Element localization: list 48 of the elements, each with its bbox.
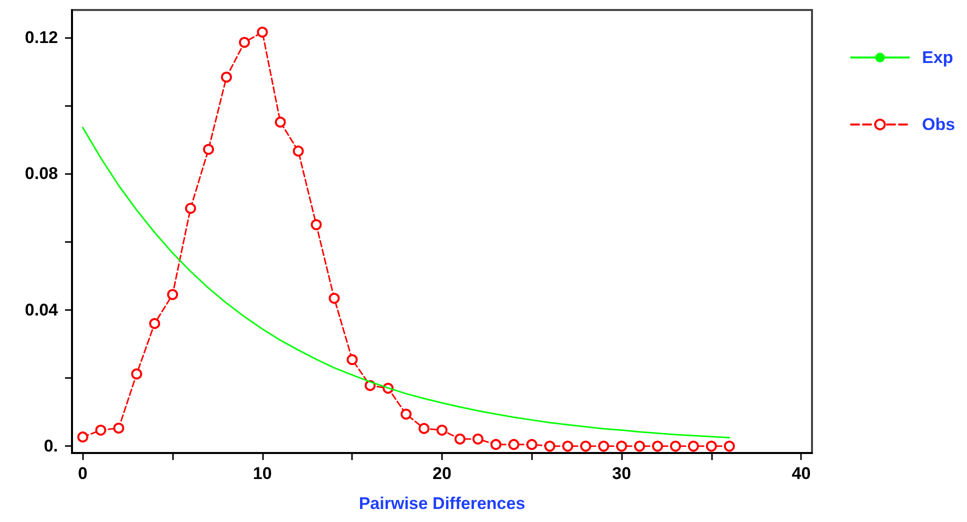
x-tick-label: 30	[612, 464, 632, 483]
point	[724, 440, 735, 452]
y-tick-label: 0.04	[24, 300, 59, 320]
point	[526, 438, 538, 450]
x-axis-title: Pairwise Differences	[358, 494, 526, 513]
point	[418, 422, 430, 434]
point	[274, 116, 286, 128]
x-tick-label: 40	[792, 464, 811, 483]
y-tick-label: 0.08	[24, 164, 58, 184]
point	[544, 440, 556, 452]
x-tick-label: 20	[432, 464, 452, 483]
legend-label: Exp	[922, 48, 954, 67]
point	[203, 144, 214, 155]
point	[113, 422, 124, 434]
point	[292, 146, 304, 157]
point	[490, 438, 502, 450]
point	[256, 26, 268, 38]
line-series	[82, 126, 730, 438]
legend-label: Obs	[922, 115, 956, 134]
point	[706, 440, 717, 452]
point	[346, 354, 358, 366]
point	[652, 440, 664, 452]
point	[562, 440, 574, 452]
point	[400, 408, 412, 420]
point	[238, 36, 250, 48]
y-tick-label: 0.12	[24, 28, 58, 47]
point	[131, 368, 142, 380]
point	[95, 424, 106, 436]
point	[688, 440, 699, 452]
y-tick-label: 0.	[44, 436, 58, 456]
point	[598, 440, 610, 452]
point	[670, 440, 681, 452]
point	[328, 292, 340, 304]
point	[77, 431, 88, 442]
point	[580, 440, 592, 452]
point	[616, 440, 628, 452]
point	[436, 424, 448, 436]
x-tick-label: 10	[252, 464, 272, 483]
point	[149, 318, 160, 330]
x-tick-label: 0	[78, 464, 88, 483]
point	[220, 72, 232, 83]
point	[310, 219, 322, 230]
point	[185, 202, 196, 214]
point	[472, 434, 484, 445]
point	[167, 289, 178, 300]
point	[508, 438, 520, 450]
point	[454, 434, 466, 445]
point	[634, 440, 646, 452]
